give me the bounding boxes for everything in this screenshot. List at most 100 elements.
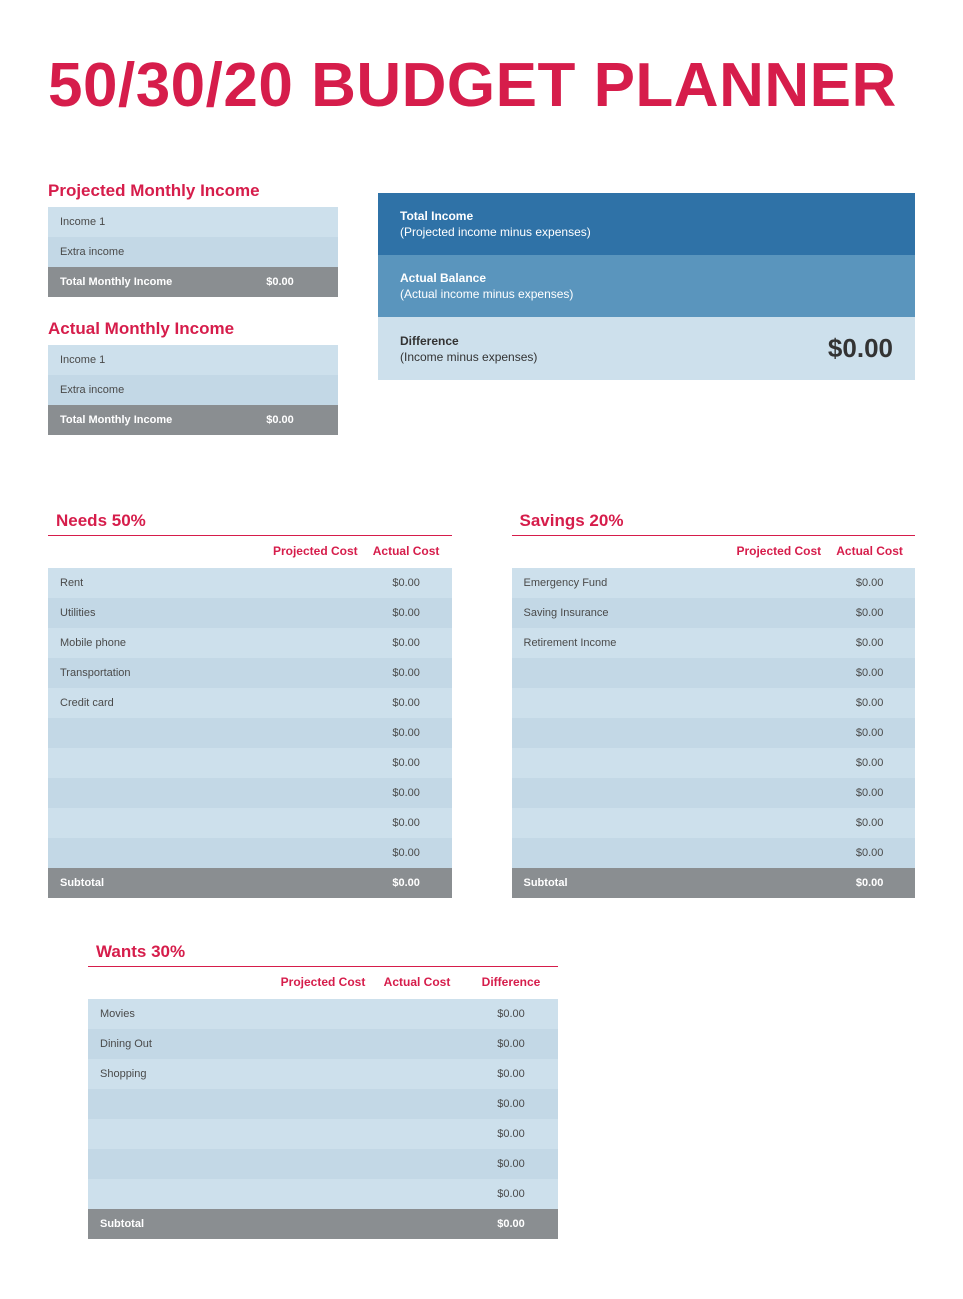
table-row: $0.00 — [512, 748, 916, 778]
item-projected[interactable] — [733, 574, 824, 592]
income-value[interactable] — [222, 345, 338, 375]
item-projected[interactable] — [270, 664, 361, 682]
item-label[interactable] — [48, 844, 270, 862]
item-actual[interactable] — [370, 1155, 464, 1173]
table-row: $0.00 — [512, 778, 916, 808]
item-label[interactable]: Credit card — [48, 688, 270, 718]
item-projected[interactable] — [276, 1095, 370, 1113]
item-label[interactable]: Shopping — [88, 1059, 276, 1089]
item-projected[interactable] — [270, 694, 361, 712]
item-label[interactable] — [88, 1125, 276, 1143]
item-label[interactable] — [48, 814, 270, 832]
item-label[interactable] — [48, 724, 270, 742]
table-row: Rent$0.00 — [48, 568, 452, 598]
item-actual[interactable] — [370, 1185, 464, 1203]
income-label: Income 1 — [48, 207, 222, 237]
table-row: $0.00 — [88, 1119, 558, 1149]
item-projected[interactable] — [733, 754, 824, 772]
item-actual: $0.00 — [361, 658, 452, 688]
item-actual[interactable] — [370, 1005, 464, 1023]
item-label[interactable]: Saving Insurance — [512, 598, 734, 628]
wants-header: Projected Cost Actual Cost Difference — [88, 967, 558, 999]
item-label[interactable]: Rent — [48, 568, 270, 598]
table-row: $0.00 — [48, 838, 452, 868]
item-label[interactable] — [512, 694, 734, 712]
table-row: $0.00 — [512, 718, 916, 748]
item-label[interactable] — [48, 754, 270, 772]
item-projected[interactable] — [733, 694, 824, 712]
table-row: Utilities$0.00 — [48, 598, 452, 628]
income-total-value: $0.00 — [222, 405, 338, 435]
item-label[interactable]: Retirement Income — [512, 628, 734, 658]
subtotal-actual: $0.00 — [824, 868, 915, 898]
table-row: $0.00 — [88, 1179, 558, 1209]
item-projected[interactable] — [276, 1125, 370, 1143]
item-projected[interactable] — [270, 784, 361, 802]
table-row: Movies $0.00 — [88, 999, 558, 1029]
needs-section: Needs 50% Projected Cost Actual Cost Ren… — [48, 507, 452, 898]
item-label[interactable] — [88, 1095, 276, 1113]
item-projected[interactable] — [270, 634, 361, 652]
item-difference: $0.00 — [464, 1029, 558, 1059]
item-projected[interactable] — [733, 634, 824, 652]
item-label[interactable] — [88, 1155, 276, 1173]
item-label[interactable] — [512, 754, 734, 772]
item-actual[interactable] — [370, 1125, 464, 1143]
subtotal-actual: $0.00 — [361, 868, 452, 898]
item-projected[interactable] — [270, 844, 361, 862]
wants-header-projected: Projected Cost — [276, 975, 370, 989]
item-projected[interactable] — [276, 1185, 370, 1203]
item-difference: $0.00 — [464, 1059, 558, 1089]
item-projected[interactable] — [733, 664, 824, 682]
item-label[interactable]: Transportation — [48, 658, 270, 688]
income-value[interactable] — [222, 375, 338, 405]
income-label: Income 1 — [48, 345, 222, 375]
item-label[interactable] — [48, 784, 270, 802]
item-projected[interactable] — [276, 1155, 370, 1173]
item-label[interactable]: Dining Out — [88, 1029, 276, 1059]
item-projected[interactable] — [270, 814, 361, 832]
item-label[interactable] — [88, 1185, 276, 1203]
summary-actual-balance: Actual Balance (Actual income minus expe… — [378, 255, 915, 317]
item-actual: $0.00 — [361, 748, 452, 778]
item-actual: $0.00 — [361, 628, 452, 658]
item-label[interactable] — [512, 814, 734, 832]
summary-actual-balance-sub: (Actual income minus expenses) — [400, 287, 573, 301]
item-projected[interactable] — [270, 604, 361, 622]
table-row: $0.00 — [48, 778, 452, 808]
summary-box: Total Income (Projected income minus exp… — [378, 193, 915, 380]
subtotal-label: Subtotal — [48, 868, 270, 898]
table-row: Transportation $0.00 — [48, 658, 452, 688]
item-actual[interactable] — [370, 1065, 464, 1083]
item-difference: $0.00 — [464, 999, 558, 1029]
item-projected[interactable] — [270, 754, 361, 772]
item-projected[interactable] — [733, 724, 824, 742]
item-actual: $0.00 — [361, 718, 452, 748]
item-label[interactable] — [512, 784, 734, 802]
item-label[interactable] — [512, 724, 734, 742]
item-difference: $0.00 — [464, 1149, 558, 1179]
item-projected[interactable] — [270, 724, 361, 742]
income-value[interactable] — [222, 237, 338, 267]
needs-title: Needs 50% — [48, 507, 452, 536]
item-label[interactable]: Mobile phone — [48, 628, 270, 658]
item-actual[interactable] — [370, 1035, 464, 1053]
item-actual: $0.00 — [824, 838, 915, 868]
item-projected[interactable] — [276, 1035, 370, 1053]
item-projected[interactable] — [733, 604, 824, 622]
item-label[interactable] — [512, 844, 734, 862]
item-projected[interactable] — [276, 1065, 370, 1083]
item-label[interactable]: Emergency Fund — [512, 568, 734, 598]
item-label[interactable]: Utilities — [48, 598, 270, 628]
item-label[interactable] — [512, 664, 734, 682]
summary-difference-value: $0.00 — [828, 333, 893, 364]
item-projected[interactable] — [733, 844, 824, 862]
item-projected[interactable] — [270, 574, 361, 592]
item-actual[interactable] — [370, 1095, 464, 1113]
item-projected[interactable] — [733, 784, 824, 802]
income-total-value: $0.00 — [222, 267, 338, 297]
item-projected[interactable] — [276, 1005, 370, 1023]
item-label[interactable]: Movies — [88, 999, 276, 1029]
item-projected[interactable] — [733, 814, 824, 832]
income-value[interactable] — [222, 207, 338, 237]
